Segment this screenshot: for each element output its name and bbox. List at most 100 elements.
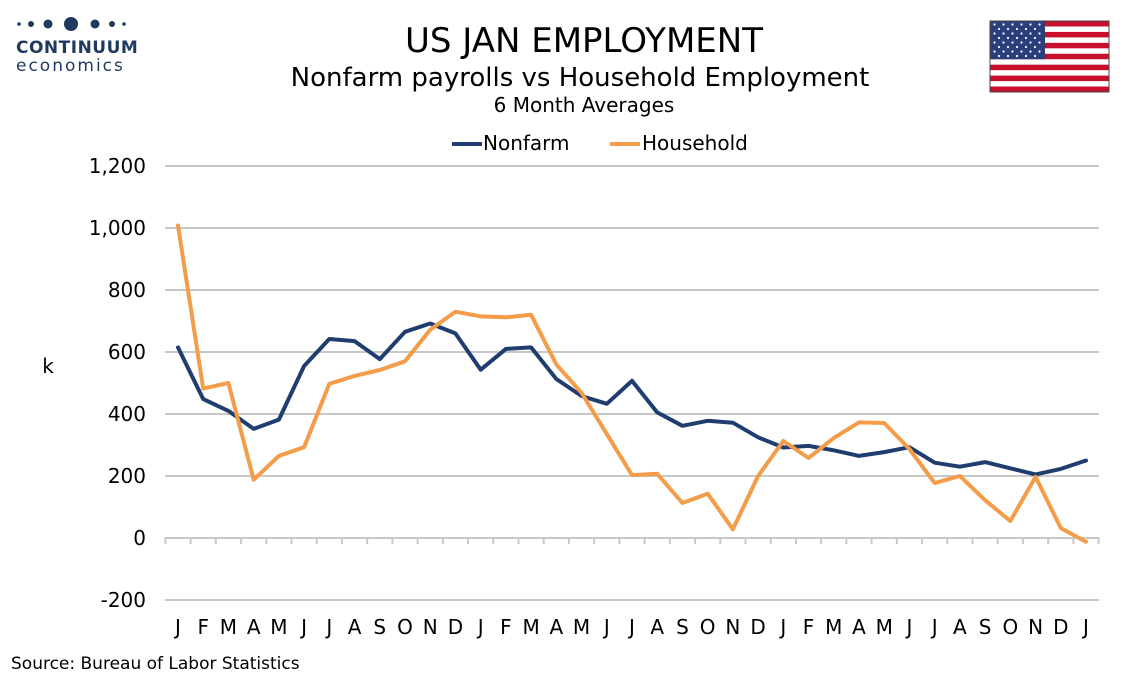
flag-star — [1020, 59, 1023, 62]
continuum-logo: CONTINUUM economics — [16, 17, 138, 76]
flag-star — [1024, 36, 1028, 40]
flag-star — [1033, 27, 1037, 31]
x-tick-label: M — [270, 615, 287, 639]
flag-star — [1020, 50, 1023, 53]
flag-star — [1038, 23, 1041, 26]
flag-star — [1002, 41, 1005, 44]
flag-star — [1024, 27, 1028, 31]
x-tick-label: A — [348, 615, 362, 639]
x-tick-label: A — [549, 615, 563, 639]
x-tick-label: J — [930, 615, 938, 639]
flag-star — [1002, 59, 1005, 62]
us-flag-icon — [989, 20, 1110, 93]
x-tick-label: A — [650, 615, 664, 639]
flag-star — [1038, 59, 1041, 62]
x-tick-label: M — [825, 615, 842, 639]
flag-star — [1015, 36, 1019, 40]
flag-stripe — [990, 64, 1109, 71]
flag-star — [1024, 54, 1028, 58]
legend: Nonfarm Household — [452, 131, 748, 155]
flag-star — [1002, 32, 1005, 35]
y-tick-labels: -200 0 200 400 600 800 1,000 1,200 — [89, 154, 146, 612]
flag-star — [1029, 23, 1032, 26]
x-tick-label: M — [522, 615, 539, 639]
series-line-household — [176, 223, 1088, 544]
x-tick-label: O — [1002, 615, 1018, 639]
y-tick-label: 200 — [108, 464, 146, 488]
x-tick-label: J — [324, 615, 332, 639]
x-tick-label: N — [1028, 615, 1043, 639]
x-tick-label: M — [220, 615, 237, 639]
flag-star — [993, 50, 996, 53]
x-tick-label: J — [904, 615, 912, 639]
x-tick-label: D — [448, 615, 463, 639]
flag-star — [1029, 59, 1032, 62]
flag-star — [1020, 23, 1023, 26]
x-tick-label: N — [423, 615, 438, 639]
y-tick-label: 600 — [108, 340, 146, 364]
x-tick-label: A — [247, 615, 261, 639]
flag-star — [1006, 36, 1010, 40]
flag-stripe — [990, 53, 1109, 60]
y-axis-label: k — [42, 354, 54, 378]
flag-star — [1015, 54, 1019, 58]
flag-border — [989, 20, 1110, 93]
x-tick-label: J — [627, 615, 635, 639]
flag-star — [997, 45, 1001, 49]
x-tick-label: F — [500, 615, 512, 639]
legend-label-nonfarm: Nonfarm — [483, 131, 570, 155]
flag-stripe — [990, 21, 1109, 27]
flag-star — [1033, 36, 1037, 40]
x-tick-label: D — [750, 615, 765, 639]
flag-star — [997, 27, 1001, 31]
flag-star — [1011, 23, 1014, 26]
flag-star — [1002, 50, 1005, 53]
x-tick-label: F — [197, 615, 209, 639]
chart-subsubtitle: 6 Month Averages — [494, 93, 675, 117]
y-tick-label: 400 — [108, 402, 146, 426]
flag-star — [997, 54, 1001, 58]
x-tick-label: A — [852, 615, 866, 639]
x-tick-label: O — [397, 615, 413, 639]
flag-star — [1038, 50, 1041, 53]
flag-star — [993, 23, 996, 26]
source-note: Source: Bureau of Labor Statistics — [11, 654, 300, 674]
x-tick-label: J — [602, 615, 610, 639]
x-tick-label: S — [676, 615, 689, 639]
legend-label-household: Household — [642, 131, 748, 155]
flag-star — [993, 59, 996, 62]
x-tick-label: D — [1053, 615, 1068, 639]
chart-title: US JAN EMPLOYMENT — [405, 21, 763, 61]
series-lines — [176, 223, 1088, 544]
flag-star — [993, 41, 996, 44]
flag-star — [1011, 50, 1014, 53]
flag-star — [1006, 27, 1010, 31]
x-tick-label: S — [979, 615, 992, 639]
flag-star — [1029, 41, 1032, 44]
x-tick-label: J — [173, 615, 181, 639]
flag-star — [1020, 32, 1023, 35]
flag-star — [1006, 45, 1010, 49]
x-tick-label: A — [953, 615, 967, 639]
y-tick-label: 1,000 — [89, 216, 146, 240]
x-tick-label: O — [700, 615, 716, 639]
gridlines — [165, 165, 1099, 601]
x-tick-label: J — [476, 615, 484, 639]
flag-star — [1024, 45, 1028, 49]
chart-subtitle: Nonfarm payrolls vs Household Employment — [291, 63, 870, 93]
y-tick-label: -200 — [101, 588, 146, 612]
x-axis — [164, 537, 1100, 544]
x-tick-label: N — [725, 615, 740, 639]
flag-stripe — [990, 42, 1109, 49]
flag-stripe — [990, 75, 1109, 82]
logo-subname: economics — [16, 56, 125, 76]
x-tick-label: S — [373, 615, 386, 639]
flag-star — [993, 32, 996, 35]
flag-star — [1029, 50, 1032, 53]
flag-star — [1006, 54, 1010, 58]
flag-canton — [990, 21, 1045, 60]
x-tick-label: M — [876, 615, 893, 639]
y-tick-label: 0 — [133, 526, 146, 550]
y-tick-label: 800 — [108, 278, 146, 302]
